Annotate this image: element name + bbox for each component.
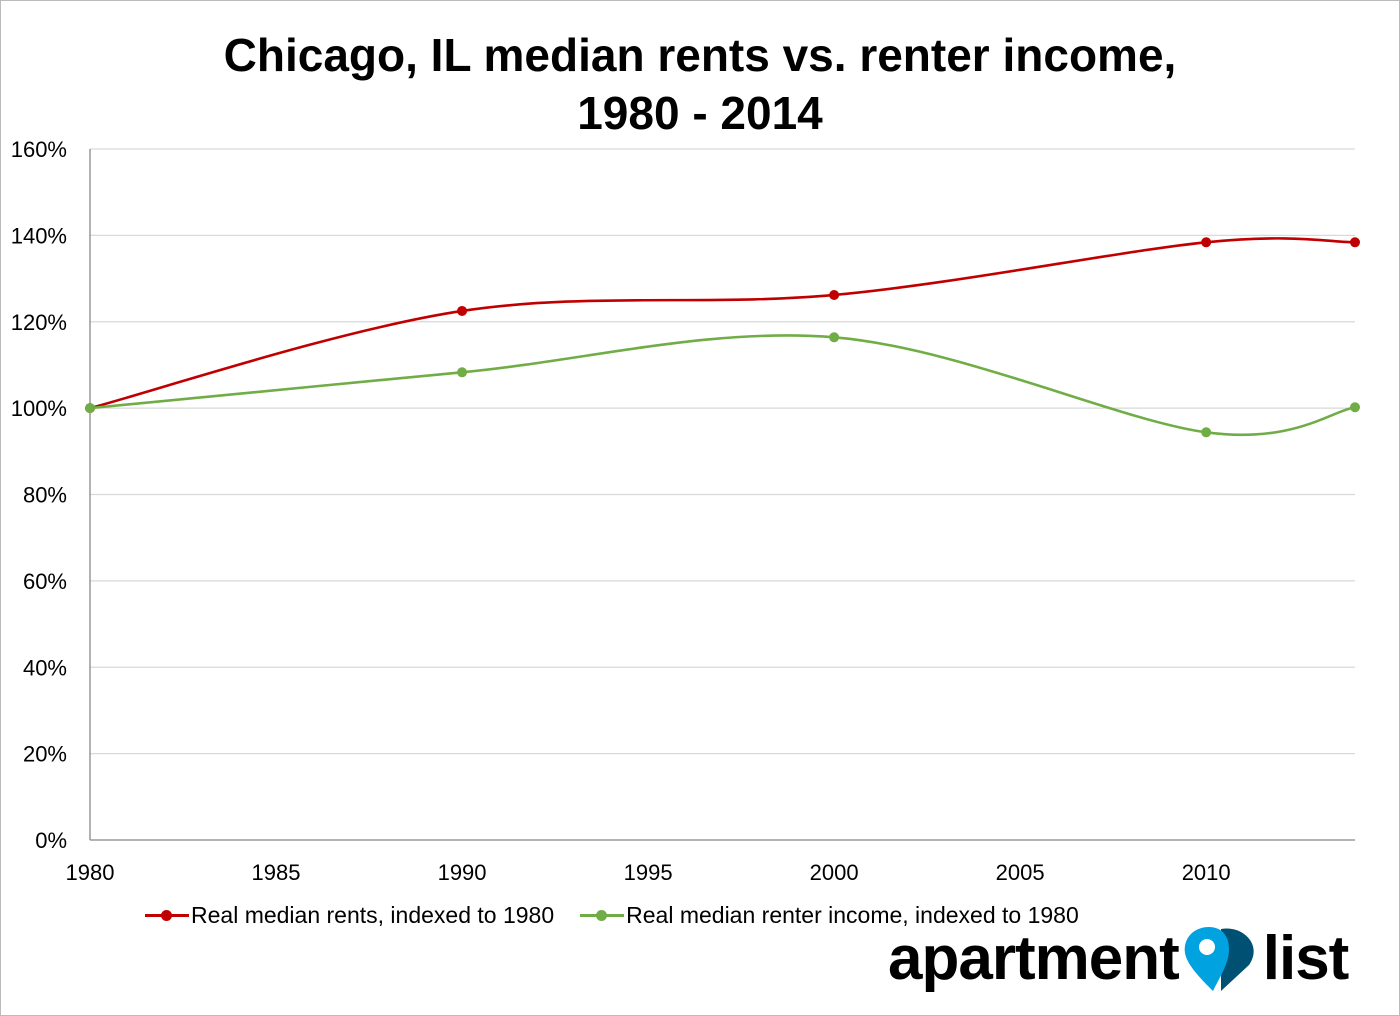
x-tick-label: 2005 [996,860,1045,885]
y-tick-label: 140% [11,223,67,248]
logo-text-right: list [1262,923,1350,993]
title-line-2: 1980 - 2014 [577,87,823,139]
legend-item-rents: Real median rents, indexed to 1980 [145,902,554,929]
y-tick-label: 120% [11,310,67,335]
y-tick-label: 60% [23,569,67,594]
legend-label-income: Real median renter income, indexed to 19… [626,902,1079,928]
y-tick-label: 100% [11,396,67,421]
legend: Real median rents, indexed to 1980 Real … [145,902,1079,929]
data-point-rents [1350,237,1360,248]
series-line-income [89,334,1356,437]
y-tick-label: 80% [23,483,67,508]
x-tick-label: 1985 [252,860,301,885]
logo-text-left: apartment [888,923,1180,993]
data-point-income [829,332,840,343]
map-pin-icon [1184,927,1254,991]
x-tick-label: 1980 [66,860,115,885]
data-point-rents [457,305,468,316]
legend-item-income: Real median renter income, indexed to 19… [580,902,1079,929]
data-point-income [1201,427,1212,438]
title-line-1: Chicago, IL median rents vs. renter inco… [223,29,1177,81]
chart-title: Chicago, IL median rents vs. renter inco… [0,26,1400,142]
data-point-income [1350,402,1360,413]
x-tick-label: 1990 [438,860,487,885]
y-tick-label: 160% [11,137,67,162]
data-point-rents [829,289,840,300]
y-tick-label: 20% [23,742,67,767]
y-tick-label: 40% [23,655,67,680]
x-tick-label: 2010 [1182,860,1231,885]
legend-swatch-income [580,910,625,921]
x-tick-label: 1995 [624,860,673,885]
data-point-income [457,367,468,378]
apartment-list-logo: apartment list [888,918,1350,998]
legend-swatch-rents [145,910,189,921]
legend-label-rents: Real median rents, indexed to 1980 [191,902,555,928]
series-line-rents [89,237,1356,410]
x-tick-label: 2000 [810,860,859,885]
data-point-income [85,403,95,414]
data-point-rents [1201,237,1212,248]
y-tick-label: 0% [35,828,67,853]
